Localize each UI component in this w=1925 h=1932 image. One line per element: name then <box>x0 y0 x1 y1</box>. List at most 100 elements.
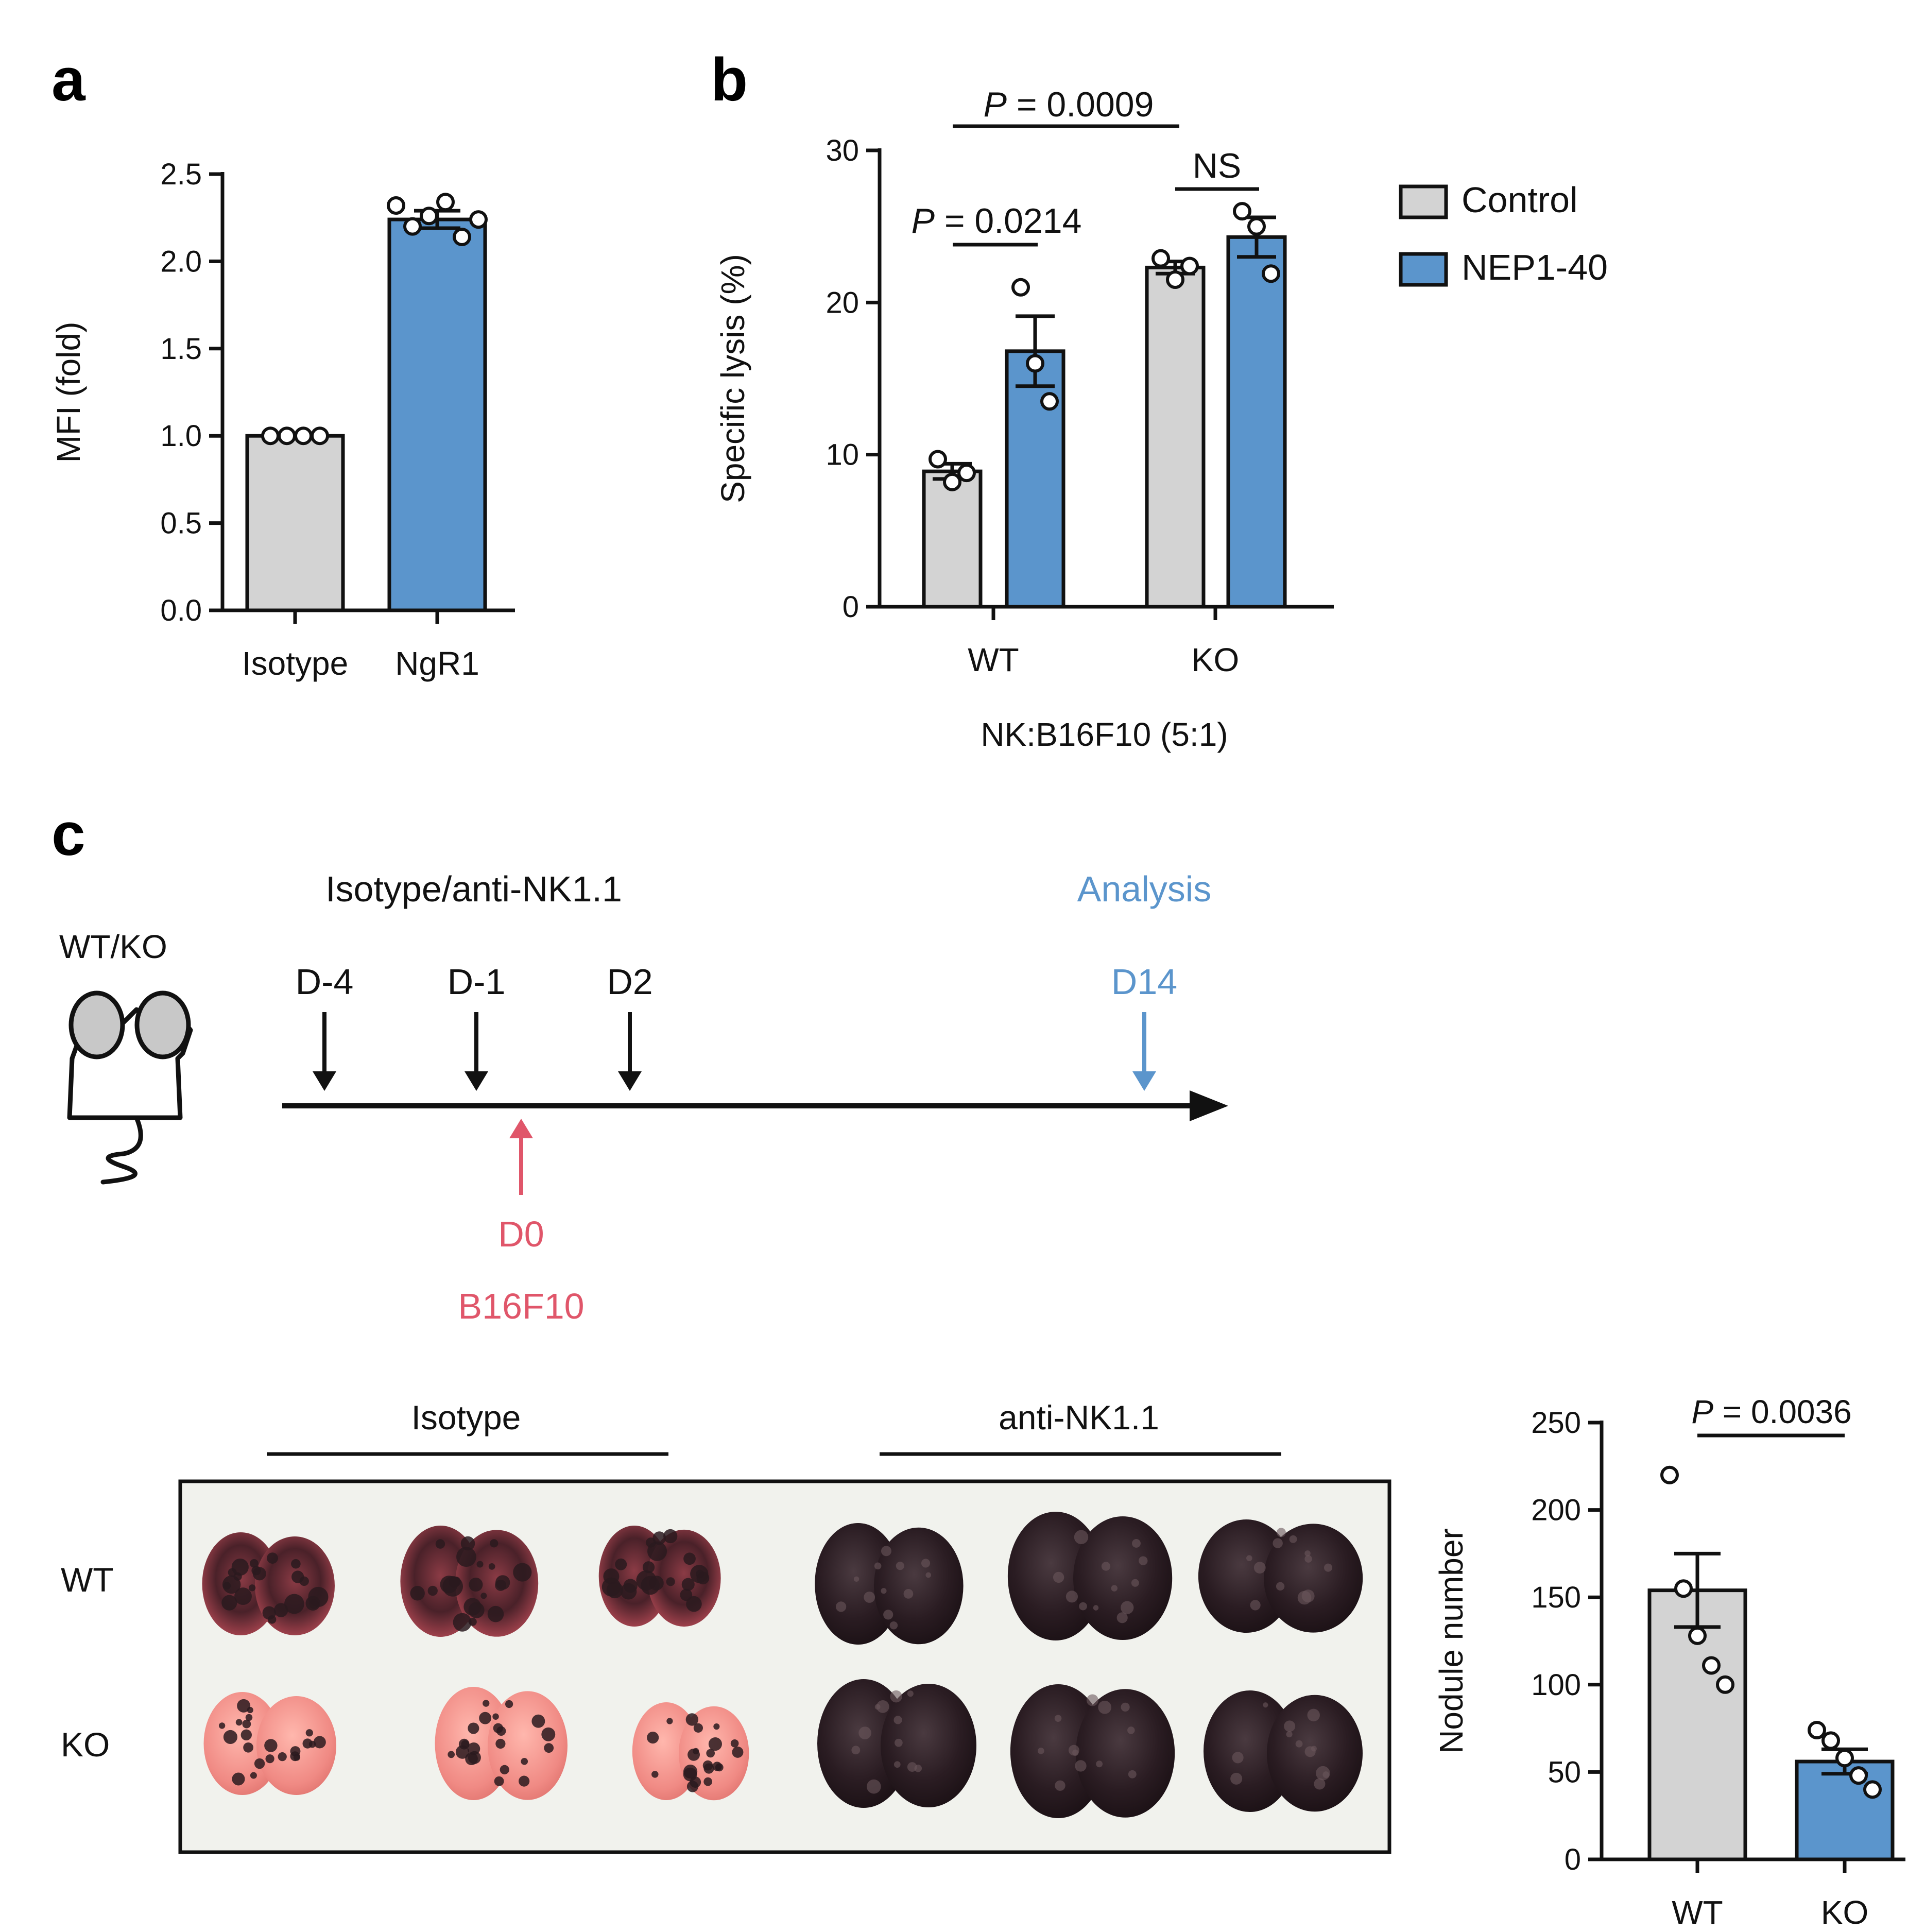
nodule <box>467 1742 480 1755</box>
nodule <box>1098 1700 1112 1714</box>
nodule <box>713 1723 720 1730</box>
y-tick-label: 0 <box>843 590 859 624</box>
data-point <box>387 196 405 215</box>
data-point <box>403 217 422 236</box>
y-tick-label: 150 <box>1531 1581 1581 1614</box>
x-axis-label: NK:B16F10 (5:1) <box>981 716 1228 753</box>
panel-label-a: a <box>51 46 86 114</box>
legend-swatch-control <box>1399 184 1448 219</box>
nodule <box>1079 1602 1087 1611</box>
data-point <box>1702 1656 1721 1675</box>
nodule <box>1127 1726 1135 1734</box>
y-tick-label: 1.0 <box>160 419 202 453</box>
day-label-1: D-4 <box>296 962 354 1002</box>
nodule <box>876 1700 889 1713</box>
lung-lobe <box>1264 1524 1363 1633</box>
nodule <box>883 1610 893 1620</box>
nodule <box>218 1722 226 1729</box>
nodule <box>221 1595 237 1611</box>
chart-c: 0 50 100 150 200 250 Nodule number WT KO P = 0.00… <box>1433 1393 1905 1931</box>
nodule <box>1065 1591 1078 1603</box>
lung <box>817 1679 976 1808</box>
nodule <box>293 1754 301 1761</box>
nodule <box>1074 1530 1089 1545</box>
nodule <box>435 1539 445 1549</box>
data-point <box>311 426 329 446</box>
x-tick-label: NgR1 <box>395 645 479 682</box>
nodule <box>1086 1694 1098 1706</box>
lung-specimens <box>202 1512 1363 1818</box>
nodule <box>505 1700 513 1708</box>
analysis-day-label: D14 <box>1111 962 1177 1002</box>
data-point <box>1808 1720 1826 1739</box>
time-axis <box>282 1090 1228 1121</box>
chart-a: 0.0 0.5 1.0 1.5 2.0 2.5 MFI (fold) Isotype NgR1 <box>50 158 515 682</box>
nodule <box>500 1765 509 1774</box>
nodule <box>1054 1715 1062 1722</box>
nodule <box>836 1601 847 1612</box>
photo-group-antinK: anti-NK1.1 <box>999 1398 1159 1437</box>
nodule <box>651 1771 659 1778</box>
nodule <box>858 1726 871 1739</box>
nodule <box>706 1749 715 1758</box>
nodule <box>519 1775 530 1787</box>
nodule <box>521 1758 528 1765</box>
data-point <box>1660 1465 1679 1484</box>
nodule <box>907 1762 917 1772</box>
nodule <box>636 1570 657 1591</box>
data-point <box>294 426 313 446</box>
nodule <box>853 1576 860 1582</box>
nodule <box>480 1593 487 1599</box>
data-point <box>261 426 280 446</box>
nodule <box>488 1563 495 1570</box>
nodule <box>1132 1539 1141 1548</box>
nodule <box>250 1559 259 1568</box>
significance-label: P = 0.0214 <box>912 201 1082 241</box>
lung-photo: Isotype anti-NK1.1 WT KO <box>61 1398 1391 1854</box>
nodule <box>231 1558 249 1576</box>
nodule <box>278 1752 287 1762</box>
nodule <box>232 1772 245 1786</box>
nodule <box>1284 1720 1296 1732</box>
nodule <box>237 1699 251 1713</box>
y-tick-label: 0.5 <box>160 507 202 540</box>
data-point <box>1247 217 1266 236</box>
nodule <box>1253 1562 1266 1574</box>
nodule <box>309 1599 319 1609</box>
data-point <box>1262 264 1280 283</box>
nodule <box>1250 1600 1261 1611</box>
lung <box>1010 1684 1175 1818</box>
nodule <box>881 1546 891 1557</box>
nodule <box>1322 1771 1330 1778</box>
nodule <box>663 1529 678 1544</box>
nodule <box>456 1547 476 1567</box>
nodule <box>448 1751 455 1758</box>
nodule <box>889 1621 898 1630</box>
significance-label: P = 0.0009 <box>984 85 1154 124</box>
data-point <box>1674 1579 1693 1598</box>
nodule <box>234 1587 252 1605</box>
data-point <box>1835 1749 1854 1768</box>
legend: Control NEP1-40 <box>1399 180 1608 287</box>
nodule <box>686 1596 702 1612</box>
nodule <box>874 1704 881 1710</box>
nodule <box>291 1570 304 1583</box>
nodule <box>1053 1571 1064 1583</box>
nodule <box>1101 1562 1111 1571</box>
y-tick-label: 0 <box>1565 1843 1581 1876</box>
nodule <box>925 1572 932 1578</box>
treatment-label: Isotype/anti-NK1.1 <box>325 869 622 909</box>
nodule <box>476 1561 484 1568</box>
nodule <box>703 1777 713 1786</box>
nodule <box>851 1746 861 1755</box>
nodule <box>247 1706 253 1714</box>
nodule <box>732 1746 744 1758</box>
nodule <box>874 1562 882 1570</box>
nodule <box>715 1764 722 1771</box>
nodule <box>254 1758 265 1769</box>
data-point <box>1026 354 1044 373</box>
nodule <box>487 1605 504 1622</box>
nodule <box>730 1739 739 1748</box>
bar <box>1145 265 1206 609</box>
bar <box>387 217 487 612</box>
